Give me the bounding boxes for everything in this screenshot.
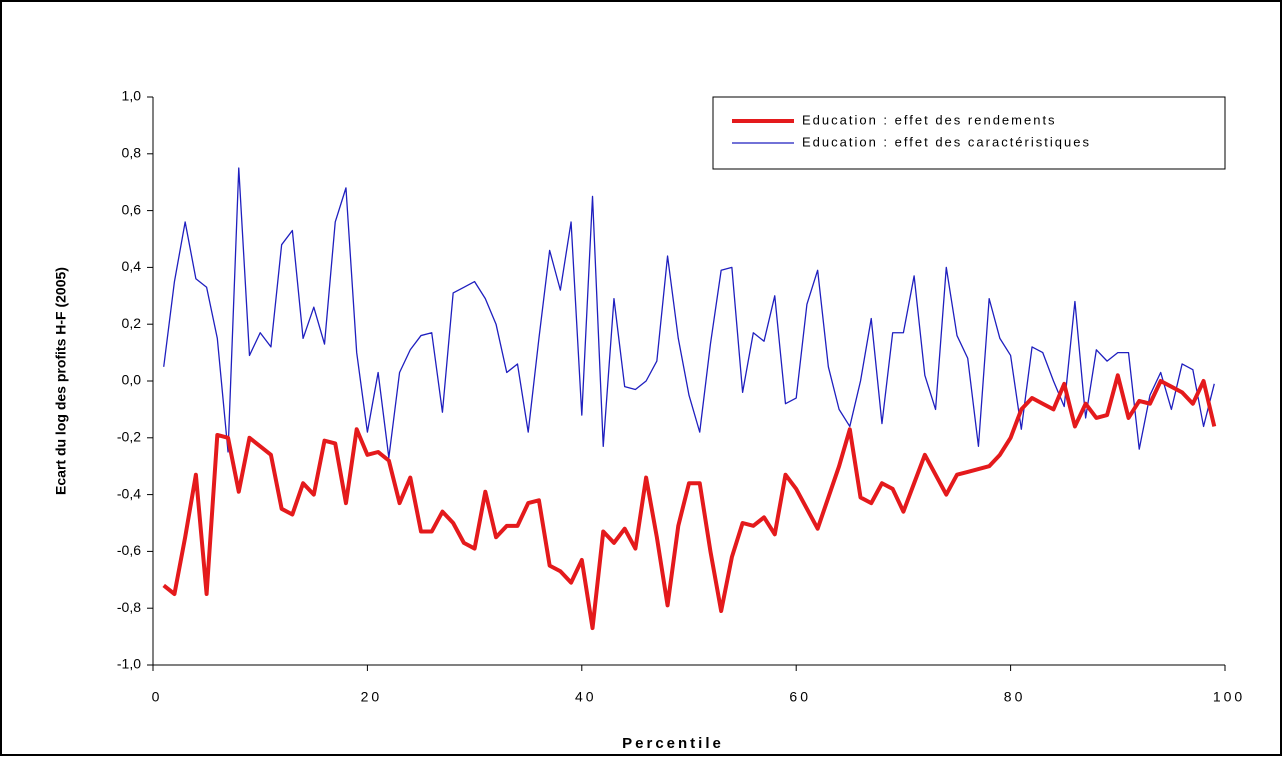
x-tick-label: 0 bbox=[152, 689, 163, 705]
y-tick-label: 1,0 bbox=[122, 88, 142, 104]
y-tick-label: 0,4 bbox=[122, 258, 142, 274]
y-tick-label: -0,2 bbox=[117, 429, 141, 445]
y-tick-label: -0,4 bbox=[117, 485, 141, 501]
y-tick-label: -0,8 bbox=[117, 599, 141, 615]
y-tick-label: 0,6 bbox=[122, 201, 142, 217]
x-tick-label: 60 bbox=[789, 689, 811, 705]
y-axis-label: Ecart du log des profits H-F (2005) bbox=[53, 267, 69, 495]
legend-label: Education : effet des rendements bbox=[802, 112, 1057, 127]
y-tick-label: 0,2 bbox=[122, 315, 142, 331]
x-tick-label: 20 bbox=[361, 689, 383, 705]
y-tick-label: 0,0 bbox=[122, 372, 142, 388]
x-tick-label: 100 bbox=[1213, 689, 1245, 705]
x-axis-label: Percentile bbox=[622, 735, 724, 752]
legend-box bbox=[712, 96, 1226, 170]
data-line bbox=[163, 167, 1215, 459]
y-tick-label: 0,8 bbox=[122, 145, 142, 161]
x-tick-label: 80 bbox=[1004, 689, 1026, 705]
data-line bbox=[162, 373, 1217, 631]
x-tick-label: 40 bbox=[575, 689, 597, 705]
y-tick-label: -1,0 bbox=[117, 656, 141, 672]
y-tick-label: -0,6 bbox=[117, 542, 141, 558]
legend-label: Education : effet des caractéristiques bbox=[802, 134, 1091, 149]
